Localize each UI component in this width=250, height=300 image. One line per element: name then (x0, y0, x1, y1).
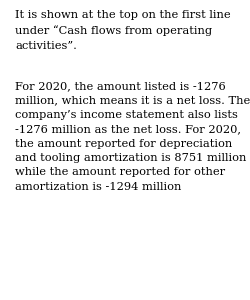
Text: For 2020, the amount listed is -1276
million, which means it is a net loss. The
: For 2020, the amount listed is -1276 mil… (15, 81, 250, 192)
Text: It is shown at the top on the first line
under “Cash flows from operating
activi: It is shown at the top on the first line… (15, 11, 231, 50)
